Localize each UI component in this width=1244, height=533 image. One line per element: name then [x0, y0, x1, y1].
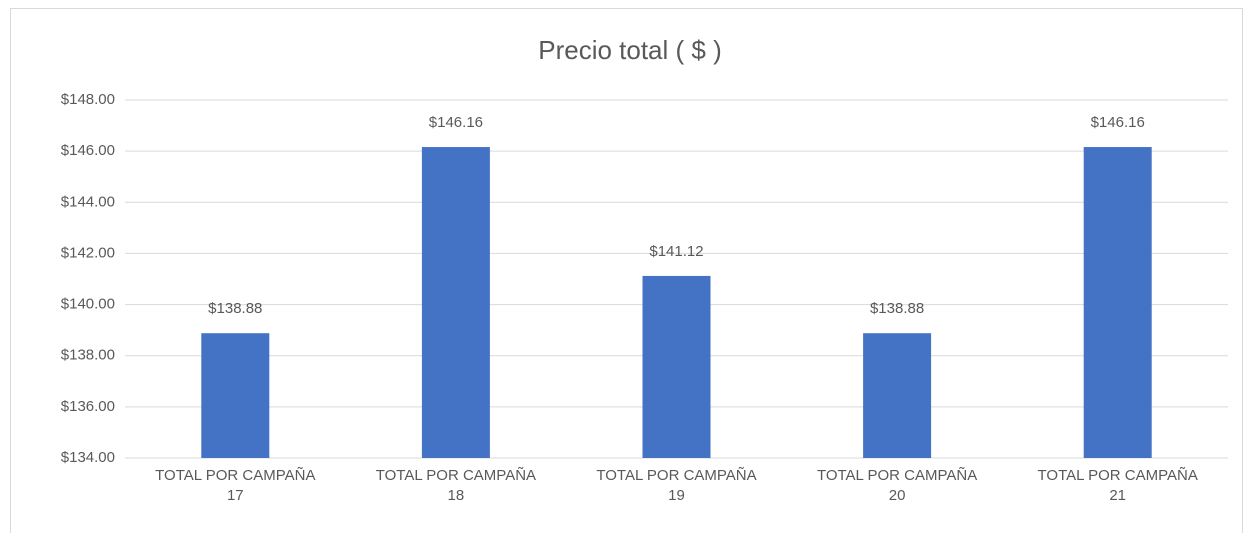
chart-title: Precio total ( $ ) — [538, 35, 722, 65]
bar — [201, 333, 270, 458]
bar — [421, 147, 490, 458]
y-tick-label: $134.00 — [61, 449, 115, 466]
x-tick-label: TOTAL POR CAMPAÑA 20 — [816, 467, 978, 504]
y-tick-label: $136.00 — [61, 398, 115, 415]
y-tick-label: $142.00 — [61, 244, 115, 261]
bar — [1083, 147, 1152, 458]
x-tick-label: TOTAL POR CAMPAÑA 17 — [155, 467, 316, 504]
y-tick-label: $146.00 — [61, 142, 115, 159]
bar — [863, 333, 932, 458]
bar — [642, 275, 711, 458]
y-tick-label: $144.00 — [61, 193, 115, 210]
chart-border — [10, 8, 1243, 533]
y-tick-label: $140.00 — [61, 296, 115, 313]
x-tick-label: TOTAL POR CAMPAÑA 18 — [375, 467, 537, 504]
data-label: $141.12 — [649, 243, 703, 260]
y-tick-label: $148.00 — [61, 91, 115, 108]
data-label: $146.16 — [1091, 114, 1145, 131]
data-label: $146.16 — [429, 114, 483, 131]
data-label: $138.88 — [208, 300, 262, 317]
y-tick-label: $138.00 — [61, 347, 115, 364]
x-tick-label: TOTAL POR CAMPAÑA 21 — [1037, 467, 1198, 504]
x-tick-label: TOTAL POR CAMPAÑA 19 — [596, 467, 757, 504]
data-label: $138.88 — [870, 300, 924, 317]
